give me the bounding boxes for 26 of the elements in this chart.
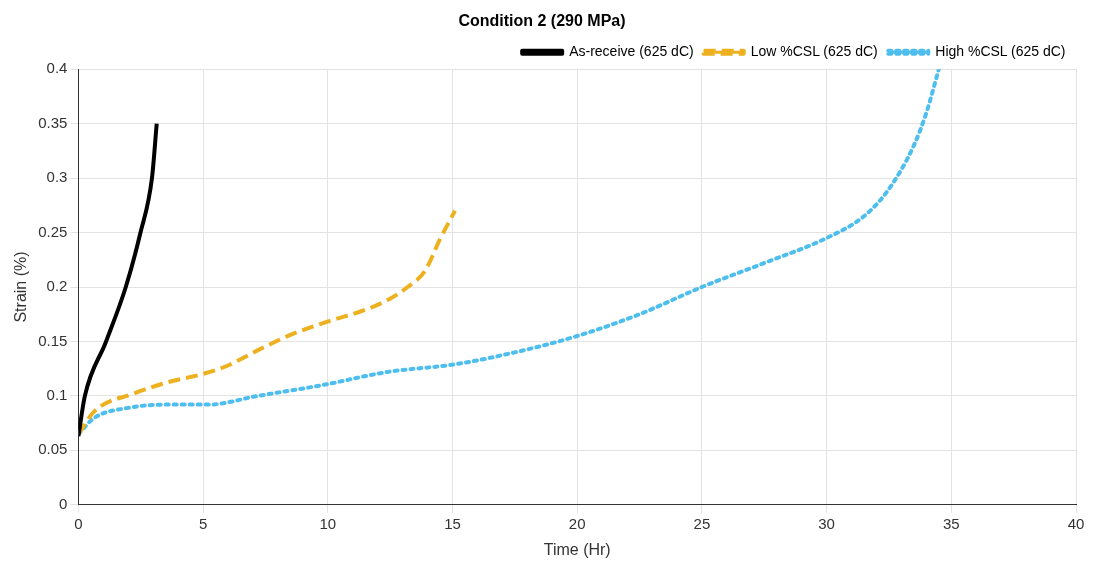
x-axis-title: Time (Hr)	[543, 540, 611, 558]
y-tick-label: 0.4	[46, 59, 68, 77]
y-tick-label: 0.15	[38, 331, 68, 349]
x-tick-label: 5	[198, 514, 208, 532]
legend-label: High %CSL (625 dC)	[935, 43, 1066, 60]
x-tick-label: 30	[818, 514, 835, 532]
x-tick-label: 0	[74, 514, 83, 532]
chart-title: Condition 2 (290 MPa)	[458, 12, 626, 30]
x-tick-label: 10	[319, 514, 337, 532]
x-tick-label: 40	[1067, 514, 1085, 532]
y-tick-label: 0	[59, 494, 68, 512]
x-tick-label: 20	[568, 514, 586, 532]
y-tick-label: 0.05	[38, 440, 68, 458]
x-tick-label: 35	[942, 514, 960, 532]
y-axis-title: Strain (%)	[12, 251, 30, 323]
line-series	[78, 69, 941, 437]
x-tick-label: 15	[444, 514, 461, 532]
y-tick-label: 0.35	[38, 113, 68, 131]
legend-label: Low %CSL (625 dC)	[750, 43, 878, 60]
y-tick-label: 0.1	[46, 386, 68, 404]
y-tick-label: 0.25	[38, 222, 68, 240]
legend-label: As-receive (625 dC)	[569, 43, 694, 60]
line-series	[78, 121, 159, 439]
x-tick-label: 25	[693, 514, 711, 532]
y-tick-label: 0.3	[46, 168, 68, 186]
y-tick-label: 0.2	[46, 277, 68, 295]
